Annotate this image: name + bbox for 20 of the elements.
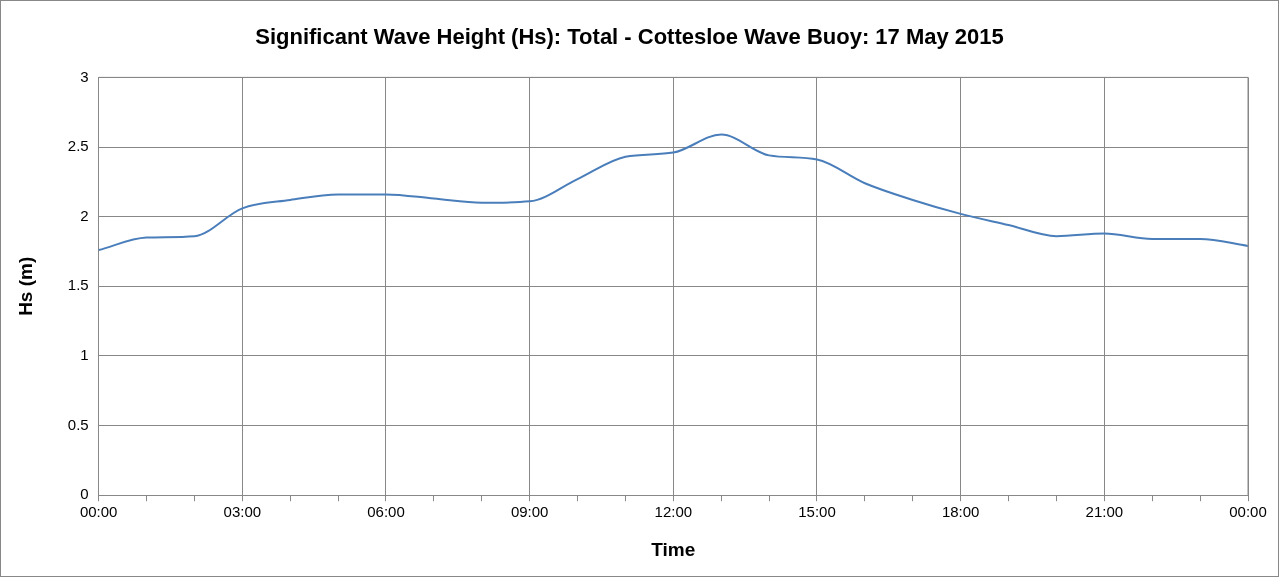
x-axis-title: Time: [651, 538, 696, 560]
x-tick-label: 09:00: [510, 503, 549, 521]
y-tick-label: 2: [80, 206, 89, 224]
x-tick-label: 15:00: [798, 503, 836, 521]
chart-title: Significant Wave Height (Hs): Total - Cottesloe Wave Buoy: 17 May 2015: [255, 24, 1004, 50]
y-tick-label: 3: [80, 67, 89, 85]
line-series: [98, 133, 1248, 252]
y-tick-label: 0: [80, 485, 89, 503]
y-axis-title: Hs (m): [14, 256, 36, 316]
x-tick-label: 12:00: [654, 503, 693, 521]
x-tick-label: 00:00: [79, 503, 118, 521]
x-tick-label: 03:00: [223, 503, 262, 521]
y-tick-label: 1.5: [67, 276, 89, 294]
x-tick-label: 21:00: [1085, 503, 1124, 521]
y-tick-label: 2.5: [67, 137, 89, 155]
x-tick-label: 06:00: [367, 503, 405, 521]
y-tick-label: 1: [80, 346, 89, 364]
y-tick-label: 0.5: [67, 415, 89, 433]
x-tick-label: 00:00: [1229, 503, 1267, 521]
x-tick-label: 18:00: [941, 503, 980, 521]
